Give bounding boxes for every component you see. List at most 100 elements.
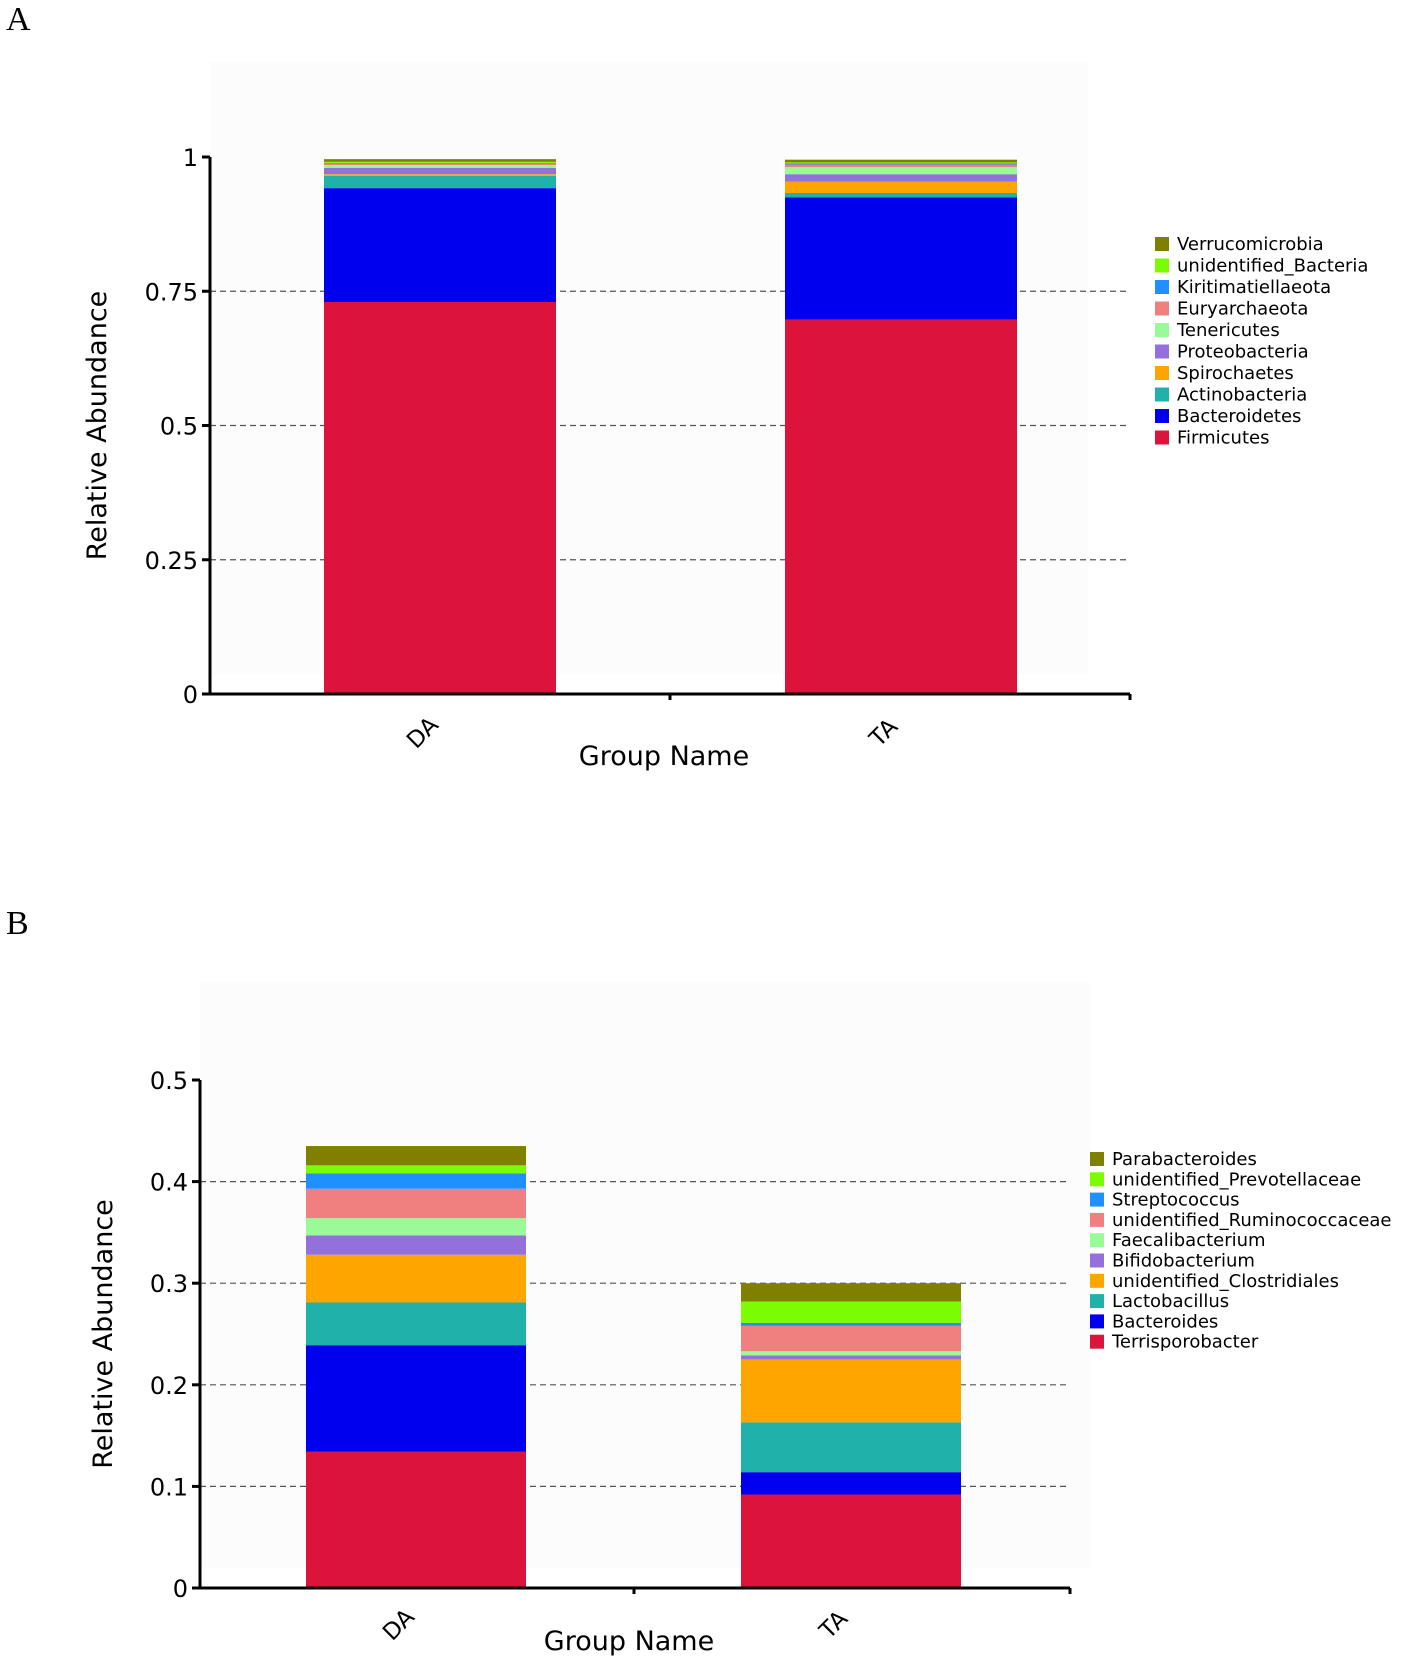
bar-segment-da-proteobacteria [324,167,556,175]
bar-segment-ta-bacteroides [741,1472,961,1495]
legend-label: unidentified_Clostridiales [1112,1271,1339,1292]
bar-segment-ta-tenericutes [785,167,1017,175]
y-tick-label: 0.1 [150,1473,188,1501]
x-tick-label: TA [814,1606,853,1645]
y-tick-label: 0.5 [160,413,198,441]
bar-segment-da-spirochaetes [324,174,556,176]
legend-swatch [1090,1253,1104,1268]
legend-swatch [1090,1314,1104,1329]
y-tick-label: 1 [183,144,198,172]
bar-segment-ta-unidentified-bacteria [785,162,1017,164]
bar-segment-da-terrisporobacter [306,1451,526,1588]
bar-segment-da-lactobacillus [306,1302,526,1346]
bar-segment-da-euryarchaeota [324,163,556,166]
x-tick-label: TA [864,714,903,753]
legend-label: unidentified_Bacteria [1177,256,1368,277]
bar-segment-da-streptococcus [306,1173,526,1189]
legend-swatch [1155,301,1169,316]
bar-segment-da-verrucomicrobia [324,159,556,162]
y-tick-label: 0.2 [150,1372,188,1400]
legend-label: Firmicutes [1177,428,1269,449]
legend-label: Kiritimatiellaeota [1177,277,1331,298]
chart-a: 0 0.25 0.5 0.75 1 DA TA Group Name Relative Abun… [82,62,1368,772]
legend-label: unidentified_Ruminococcaceae [1112,1210,1392,1231]
y-tick-label: 0 [173,1575,188,1603]
legend-label: Proteobacteria [1177,342,1309,363]
y-tick-label: 0 [183,681,198,709]
bar-segment-ta-unidentified-clostridiales [741,1359,961,1423]
panel-letter-b: B [6,905,29,942]
legend-swatch [1155,387,1169,402]
legend-label: Actinobacteria [1177,385,1307,406]
bar-segment-ta-parabacteroides [741,1283,961,1302]
chart-b: 0 0.1 0.2 0.3 0.4 0.5 DA TA Group Name Relative A… [88,982,1392,1657]
y-axis-title: Relative Abundance [82,291,113,561]
bar-segment-ta-proteobacteria [785,174,1017,182]
bar-segment-da-tenericutes [324,165,556,168]
bar-segment-ta-streptococcus [741,1322,961,1326]
legend-label: Tenericutes [1176,320,1280,341]
legend-swatch [1090,1172,1104,1187]
legend-label: Streptococcus [1112,1190,1240,1211]
legend-label: Lactobacillus [1112,1291,1229,1312]
bar-segment-ta-euryarchaeota [785,164,1017,168]
legend-label: Euryarchaeota [1177,299,1308,320]
panel-letter-a: A [6,1,31,38]
bar-segment-da-faecalibacterium [306,1218,526,1236]
legend-swatch [1090,1294,1104,1309]
bar-segment-ta-unidentified-ruminococcaceae [741,1325,961,1352]
x-tick-label: DA [378,1604,420,1646]
legend-swatch [1155,344,1169,359]
legend-label: Bifidobacterium [1112,1251,1255,1272]
bar-segment-ta-verrucomicrobia [785,159,1017,163]
legend-swatch [1090,1273,1104,1288]
legend-swatch [1155,409,1169,423]
legend-label: Bacteroidetes [1177,406,1301,427]
x-axis-title: Group Name [544,1626,714,1657]
y-axis-title: Relative Abundance [88,1199,119,1469]
y-tick-label: 0.3 [150,1270,188,1298]
bar-segment-ta-faecalibacterium [741,1351,961,1356]
bar-segment-da-unidentified-bacteria [324,161,556,163]
y-tick-label: 0.25 [145,547,198,575]
legend-swatch [1155,430,1169,445]
bar-segment-da-bacteroides [306,1345,526,1452]
legend-label: Faecalibacterium [1112,1230,1266,1251]
legend-swatch [1090,1192,1104,1207]
y-tick-label: 0.75 [145,278,198,306]
bar-segment-da-firmicutes [324,301,556,694]
legend-swatch [1155,258,1169,273]
legend-label: Parabacteroides [1112,1149,1257,1170]
legend-swatch [1090,1212,1104,1227]
legend-label: unidentified_Prevotellaceae [1112,1169,1361,1190]
legend-swatch [1090,1152,1104,1166]
bar-segment-da-kiritimatiellaeota [324,162,556,164]
legend-swatch [1090,1233,1104,1248]
y-tick-label: 0.4 [150,1169,188,1197]
bar-segment-ta-spirochaetes [785,181,1017,193]
bar-segment-da-unidentified-ruminococcaceae [306,1188,526,1219]
bar-segment-ta-actinobacteria [785,192,1017,198]
bar-segment-da-bifidobacterium [306,1235,526,1255]
legend-swatch [1155,366,1169,380]
bar-segment-ta-unidentified-prevotellaceae [741,1301,961,1323]
legend-swatch [1155,237,1169,251]
bar-segment-ta-lactobacillus [741,1422,961,1473]
bar-segment-ta-kiritimatiellaeota [785,163,1017,165]
x-axis-title: Group Name [579,741,749,772]
legend-swatch [1155,280,1169,294]
bar-segment-da-parabacteroides [306,1146,526,1166]
legend-label: Spirochaetes [1177,363,1294,384]
bar-segment-da-unidentified-prevotellaceae [306,1165,526,1174]
bar-segment-da-bacteroidetes [324,188,556,302]
legend-label: Verrucomicrobia [1177,234,1324,255]
legend-label: Bacteroides [1112,1311,1218,1332]
legend-label: Terrisporobacter [1111,1332,1259,1353]
legend-swatch [1090,1334,1104,1349]
bar-segment-ta-firmicutes [785,319,1017,694]
x-tick-label: DA [402,712,444,754]
bar-segment-ta-bacteroidetes [785,197,1017,320]
bar-segment-da-actinobacteria [324,175,556,189]
bar-segment-ta-bifidobacterium [741,1355,961,1360]
